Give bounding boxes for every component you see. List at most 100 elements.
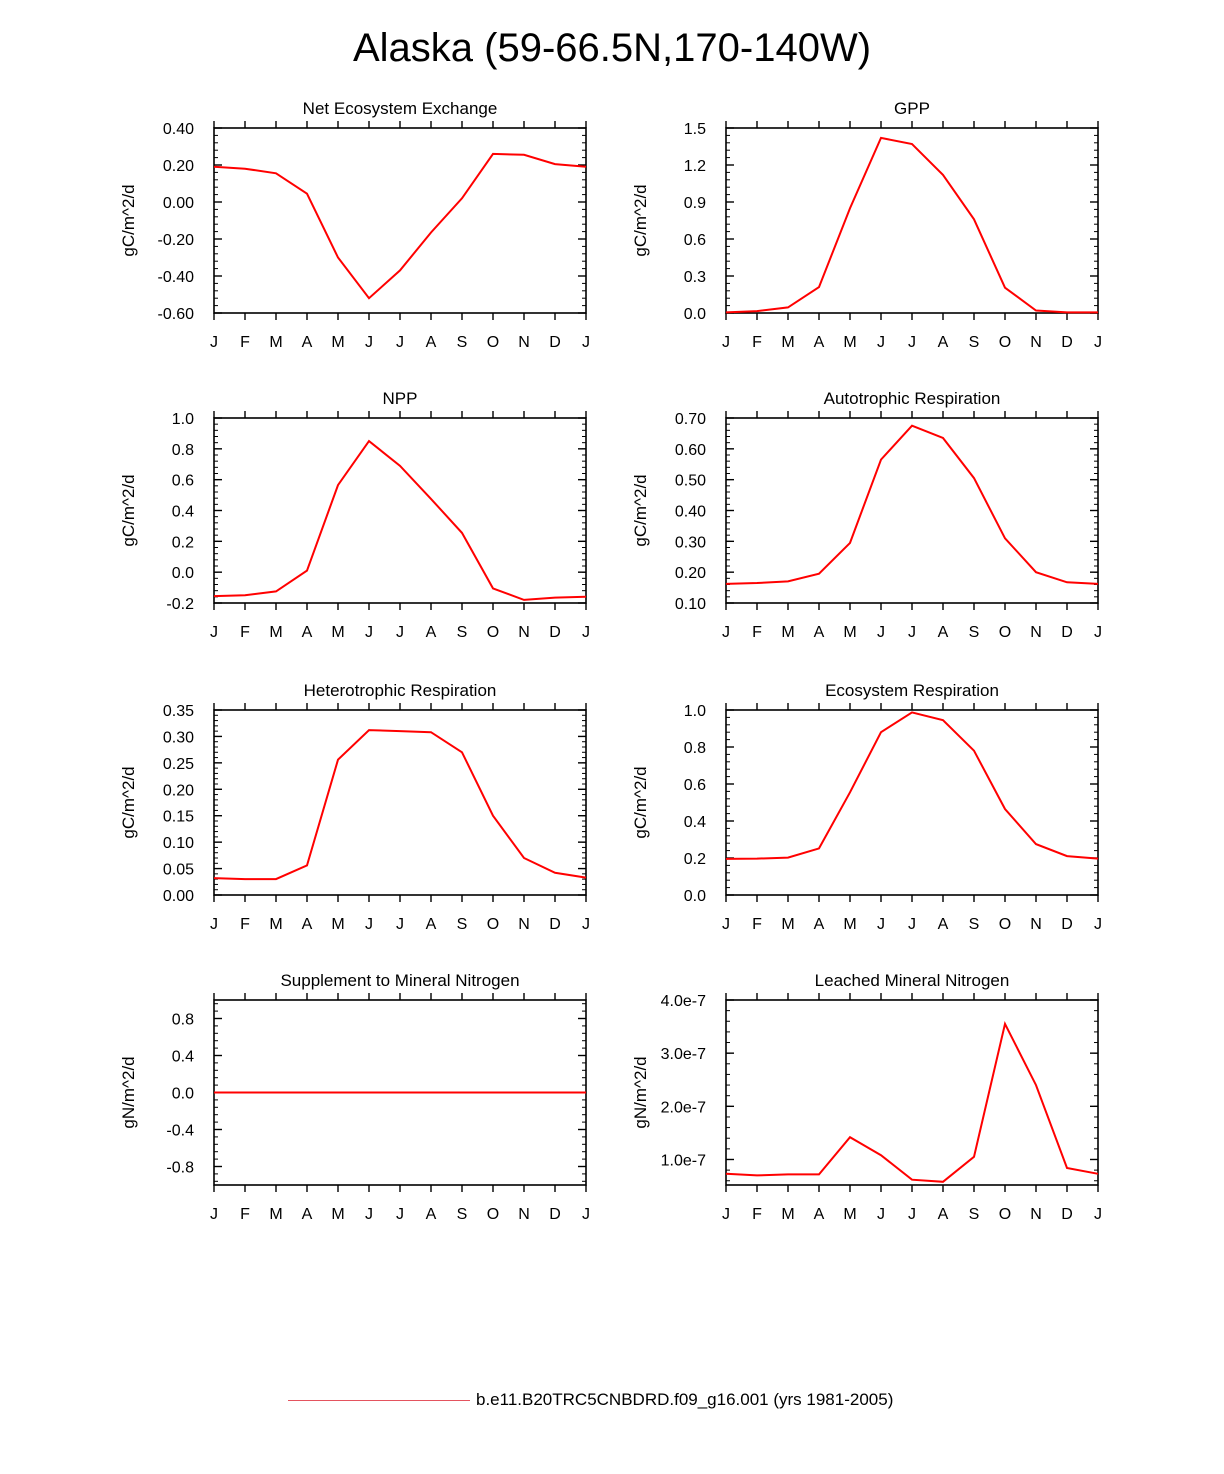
y-tick-label: -0.20 [158, 232, 195, 249]
y-tick-label: -0.8 [166, 1160, 194, 1177]
series-line [213, 729, 587, 881]
x-tick-label: M [781, 1206, 794, 1223]
y-tick-label: 0.0 [172, 565, 194, 582]
x-tick-label: J [210, 916, 218, 933]
x-tick-label: J [396, 334, 404, 351]
series-line [725, 711, 1099, 860]
x-tick-label: M [843, 916, 856, 933]
x-tick-label: D [1061, 624, 1073, 641]
x-tick-label: M [269, 1206, 282, 1223]
x-tick-label: J [582, 624, 590, 641]
y-tick-label: 0.30 [163, 729, 194, 746]
x-tick-label: M [269, 334, 282, 351]
y-axis-label: gC/m^2/d [631, 474, 650, 546]
x-tick-label: A [302, 1206, 313, 1223]
y-tick-label: 0.40 [163, 121, 194, 138]
panel-title: Supplement to Mineral Nitrogen [280, 971, 519, 990]
x-tick-label: A [938, 916, 949, 933]
y-tick-label: 0.20 [163, 158, 194, 175]
x-tick-label: S [457, 334, 468, 351]
y-tick-label: -0.4 [166, 1123, 194, 1140]
x-tick-label: J [908, 334, 916, 351]
x-tick-label: J [722, 624, 730, 641]
series-line [725, 424, 1099, 585]
y-tick-label: 0.35 [163, 703, 194, 720]
y-tick-label: 2.0e-7 [661, 1099, 706, 1116]
y-tick-label: 0.9 [684, 195, 706, 212]
x-tick-label: O [487, 916, 499, 933]
y-tick-label: 4.0e-7 [661, 993, 706, 1010]
x-tick-label: S [457, 916, 468, 933]
x-tick-label: S [457, 624, 468, 641]
x-tick-label: J [908, 624, 916, 641]
x-tick-label: D [1061, 1206, 1073, 1223]
x-tick-label: D [1061, 916, 1073, 933]
y-tick-label: 0.2 [172, 534, 194, 551]
legend-label: b.e11.B20TRC5CNBDRD.f09_g16.001 (yrs 198… [476, 1390, 894, 1409]
y-axis-label: gN/m^2/d [631, 1056, 650, 1128]
x-tick-label: F [240, 916, 250, 933]
x-tick-label: J [722, 334, 730, 351]
x-tick-label: A [938, 1206, 949, 1223]
x-tick-label: D [549, 1206, 561, 1223]
x-tick-label: J [210, 1206, 218, 1223]
y-tick-label: 0.2 [684, 851, 706, 868]
series-line [213, 439, 587, 601]
x-tick-label: M [331, 624, 344, 641]
x-tick-label: A [938, 334, 949, 351]
x-tick-label: M [843, 624, 856, 641]
y-tick-label: 0.40 [675, 504, 706, 521]
y-axis-label: gC/m^2/d [119, 766, 138, 838]
y-tick-label: 0.4 [172, 504, 194, 521]
x-tick-label: A [426, 624, 437, 641]
y-tick-label: 1.0 [172, 411, 194, 428]
x-tick-label: M [331, 1206, 344, 1223]
x-tick-label: A [302, 624, 313, 641]
y-axis-label: gC/m^2/d [631, 184, 650, 256]
x-tick-label: D [1061, 334, 1073, 351]
plot-frame [725, 999, 1099, 1186]
y-tick-label: 0.00 [163, 195, 194, 212]
y-tick-label: 0.10 [163, 835, 194, 852]
y-tick-label: 0.10 [675, 596, 706, 613]
x-tick-label: F [752, 624, 762, 641]
x-tick-label: M [331, 334, 344, 351]
x-tick-label: O [999, 1206, 1011, 1223]
panel-title: NPP [383, 389, 418, 408]
y-tick-label: 1.0e-7 [661, 1152, 706, 1169]
y-tick-label: 0.0 [684, 888, 706, 905]
series-line [725, 1020, 1099, 1183]
y-tick-label: 0.0 [172, 1086, 194, 1103]
x-tick-label: D [549, 916, 561, 933]
x-tick-label: S [969, 916, 980, 933]
x-tick-label: J [1094, 916, 1102, 933]
panel-title: Ecosystem Respiration [825, 681, 999, 700]
x-tick-label: N [1030, 916, 1042, 933]
series-line [725, 136, 1098, 314]
y-axis-label: gC/m^2/d [631, 766, 650, 838]
y-tick-label: 1.5 [684, 121, 706, 138]
x-tick-label: N [518, 624, 530, 641]
y-tick-label: 0.20 [163, 782, 194, 799]
y-tick-label: 0.05 [163, 862, 194, 879]
x-tick-label: J [877, 916, 885, 933]
x-tick-label: M [269, 916, 282, 933]
x-tick-label: J [365, 334, 373, 351]
x-tick-label: A [426, 916, 437, 933]
x-tick-label: J [396, 1206, 404, 1223]
y-tick-label: 0.0 [684, 306, 706, 323]
plot-frame [213, 709, 587, 896]
plot-frame [725, 709, 1099, 896]
x-tick-label: J [210, 334, 218, 351]
panel-title: Leached Mineral Nitrogen [815, 971, 1010, 990]
x-tick-label: A [302, 916, 313, 933]
y-tick-label: 0.70 [675, 411, 706, 428]
x-tick-label: D [549, 334, 561, 351]
x-tick-label: S [969, 1206, 980, 1223]
panel-title: GPP [894, 99, 930, 118]
x-tick-label: J [877, 1206, 885, 1223]
x-tick-label: F [240, 624, 250, 641]
x-tick-label: M [781, 916, 794, 933]
y-axis-label: gC/m^2/d [119, 184, 138, 256]
y-tick-label: 1.2 [684, 158, 706, 175]
